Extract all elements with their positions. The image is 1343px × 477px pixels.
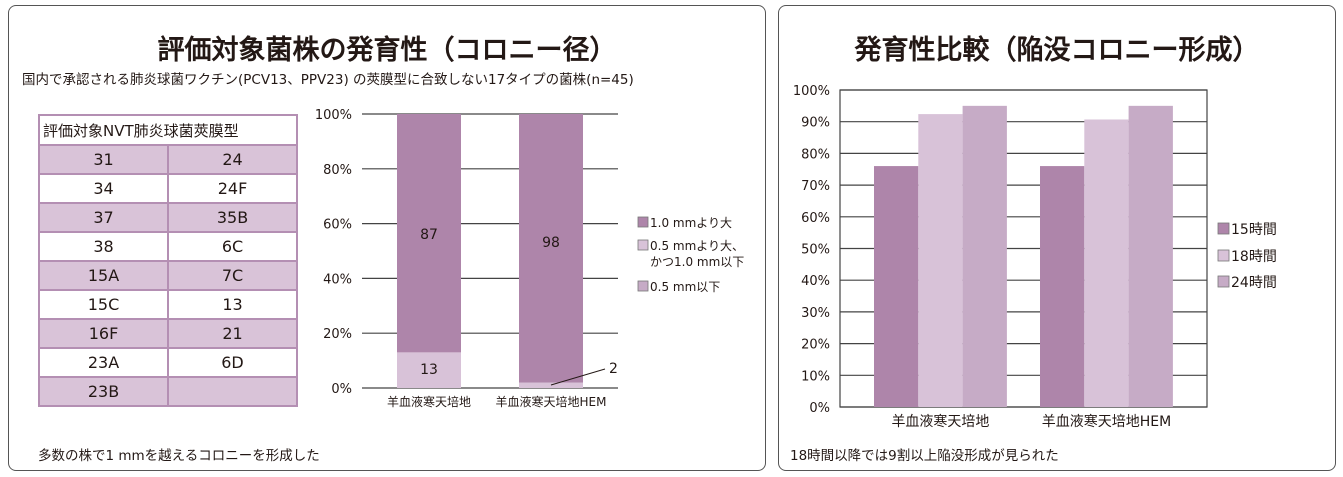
legend-label: 0.5 mmより大、	[650, 239, 744, 253]
bar	[1128, 105, 1173, 407]
left-footer: 多数の株で1 mmを越えるコロニーを形成した	[38, 448, 320, 464]
serotype-table: 評価対象NVT肺炎球菌莢膜型 31 24 34 24F 37 35B 38 6C 15A 7C 15…	[38, 114, 298, 407]
table-row: 37 35B	[38, 202, 298, 233]
right-title: 発育性比較（陥没コロニー形成）	[854, 35, 1260, 66]
y-tick-label: 70%	[801, 179, 830, 194]
data-label: 98	[542, 235, 560, 251]
legend-label: 24時間	[1231, 275, 1277, 291]
legend-swatch	[1217, 249, 1230, 262]
y-tick-label: 80%	[323, 163, 352, 178]
right-footer: 18時間以降では9割以上陥没形成が見られた	[790, 448, 1059, 464]
y-tick-label: 40%	[801, 274, 830, 289]
bar	[918, 114, 963, 407]
y-tick-label: 100%	[315, 108, 352, 123]
table-cell: 24	[167, 144, 298, 175]
table-cell: 21	[167, 318, 298, 349]
table-cell: 38	[38, 231, 169, 262]
table-cell: 23B	[38, 376, 169, 407]
leader-line	[550, 368, 606, 386]
y-tick-label: 100%	[793, 84, 830, 99]
table-cell: 37	[38, 202, 169, 233]
x-tick-label: 羊血液寒天培地	[387, 394, 471, 409]
table-row: 34 24F	[38, 173, 298, 204]
bar-segment	[519, 114, 583, 383]
table-row: 15C 13	[38, 289, 298, 320]
y-tick-label: 60%	[801, 211, 830, 226]
data-label: 2	[609, 361, 618, 377]
y-tick-label: 60%	[323, 218, 352, 233]
data-label: 13	[420, 362, 438, 378]
x-tick-label: 羊血液寒天培地HEM	[496, 394, 607, 409]
table-cell: 15C	[38, 289, 169, 320]
legend-label: 18時間	[1231, 249, 1277, 265]
y-tick-label: 30%	[801, 306, 830, 321]
y-tick-label: 50%	[801, 243, 830, 258]
legend-label: 15時間	[1231, 222, 1277, 238]
legend-label: 1.0 mmより大	[650, 216, 732, 230]
legend-label: かつ1.0 mm以下	[650, 255, 744, 269]
table-cell: 16F	[38, 318, 169, 349]
y-tick-label: 10%	[801, 369, 830, 384]
y-tick-label: 40%	[323, 272, 352, 287]
table-header: 評価対象NVT肺炎球菌莢膜型	[38, 114, 298, 146]
legend-label: 0.5 mm以下	[650, 280, 720, 294]
table-row: 38 6C	[38, 231, 298, 262]
bar-segment	[397, 114, 461, 353]
x-tick-label: 羊血液寒天培地HEM	[1042, 413, 1171, 430]
legend-swatch	[1217, 275, 1230, 288]
legend-swatch	[637, 239, 649, 251]
bar-segment	[397, 352, 461, 388]
plot-frame	[839, 89, 1208, 408]
table-cell: 15A	[38, 260, 169, 291]
table-row: 15A 7C	[38, 260, 298, 291]
table-cell: 6C	[167, 231, 298, 262]
table-row: 23A 6D	[38, 347, 298, 378]
table-cell: 34	[38, 173, 169, 204]
bar	[962, 105, 1007, 407]
table-cell: 6D	[167, 347, 298, 378]
table-cell: 35B	[167, 202, 298, 233]
bar	[874, 166, 919, 407]
data-label: 87	[420, 227, 438, 243]
table-row: 16F 21	[38, 318, 298, 349]
y-tick-label: 80%	[801, 147, 830, 162]
y-tick-label: 20%	[323, 327, 352, 342]
table-cell: 23A	[38, 347, 169, 378]
table-cell: 24F	[167, 173, 298, 204]
left-subtitle: 国内で承認される肺炎球菌ワクチン(PCV13、PPV23) の莢膜型に合致しない…	[22, 72, 634, 88]
table-cell: 7C	[167, 260, 298, 291]
table-row: 23B	[38, 376, 298, 407]
bar	[1084, 119, 1129, 407]
bar	[1040, 166, 1085, 407]
y-tick-label: 90%	[801, 116, 830, 131]
table-cell	[167, 376, 298, 407]
y-tick-label: 0%	[331, 382, 352, 397]
legend-swatch	[1217, 222, 1230, 235]
left-title: 評価対象菌株の発育性（コロニー径）	[157, 35, 617, 66]
table-cell: 31	[38, 144, 169, 175]
bar-segment	[519, 382, 583, 388]
y-tick-label: 0%	[809, 401, 830, 416]
legend-swatch	[637, 280, 649, 292]
legend-swatch	[637, 216, 649, 228]
x-tick-label: 羊血液寒天培地	[891, 413, 989, 430]
y-tick-label: 20%	[801, 338, 830, 353]
table-row: 31 24	[38, 144, 298, 175]
table-cell: 13	[167, 289, 298, 320]
